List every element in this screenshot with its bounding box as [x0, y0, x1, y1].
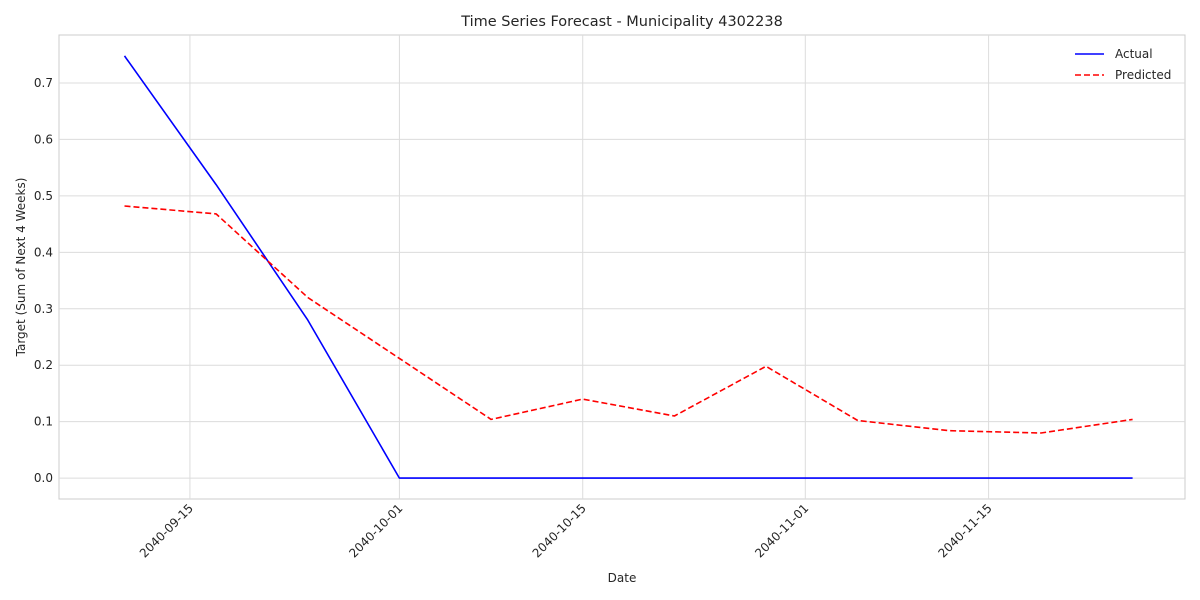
x-tick-label: 2040-10-01	[346, 501, 405, 560]
series-lines	[123, 55, 1133, 479]
x-axis-title: Date	[608, 571, 637, 585]
x-tick-labels: 2040-09-15 2040-10-01 2040-10-15 2040-11-01…	[137, 501, 995, 560]
legend-label: Predicted	[1115, 68, 1171, 82]
y-tick-label: 0.6	[34, 132, 53, 146]
y-tick-label: 0.5	[34, 189, 53, 203]
y-tick-label: 0.1	[34, 415, 53, 429]
series-line-actual	[123, 55, 1133, 479]
plot-area	[58, 34, 1186, 500]
x-tick-label: 2040-11-01	[752, 501, 811, 560]
y-tick-label: 0.3	[34, 302, 53, 316]
series-line-predicted	[124, 205, 1133, 434]
x-tick-label: 2040-11-15	[936, 501, 995, 560]
y-tick-label: 0.4	[34, 245, 53, 259]
x-tick-label: 2040-10-15	[530, 501, 589, 560]
y-tick-label: 0.7	[34, 76, 53, 90]
legend: Actual Predicted	[1075, 47, 1171, 82]
chart-title: Time Series Forecast - Municipality 4302…	[460, 14, 783, 30]
legend-label: Actual	[1115, 47, 1153, 61]
y-axis-title: Target (Sum of Next 4 Weeks)	[14, 178, 28, 358]
x-tick-label: 2040-09-15	[137, 501, 196, 560]
y-tick-label: 0.2	[34, 358, 53, 372]
y-tick-labels: 0.0 0.1 0.2 0.3 0.4 0.5 0.6 0.7	[34, 76, 53, 485]
y-tick-label: 0.0	[34, 471, 53, 485]
